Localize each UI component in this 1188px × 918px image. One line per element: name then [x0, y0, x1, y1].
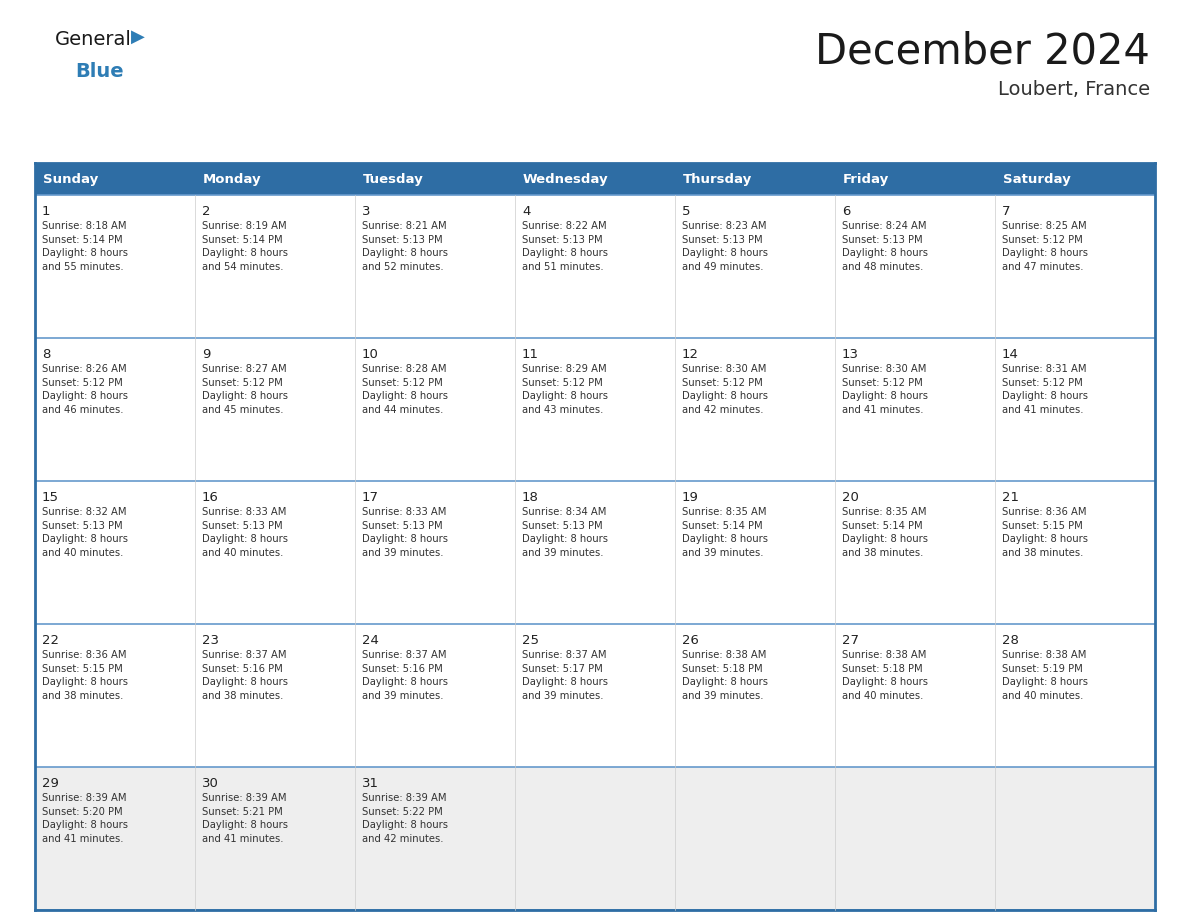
Text: Sunrise: 8:28 AM
Sunset: 5:12 PM
Daylight: 8 hours
and 44 minutes.: Sunrise: 8:28 AM Sunset: 5:12 PM Dayligh… [362, 364, 448, 415]
Text: 21: 21 [1001, 491, 1019, 504]
Text: Sunrise: 8:35 AM
Sunset: 5:14 PM
Daylight: 8 hours
and 38 minutes.: Sunrise: 8:35 AM Sunset: 5:14 PM Dayligh… [842, 507, 928, 558]
Text: Blue: Blue [75, 62, 124, 81]
Bar [34, 338, 1155, 481]
Text: 12: 12 [682, 348, 699, 361]
Text: Friday: Friday [843, 173, 890, 185]
Text: 19: 19 [682, 491, 699, 504]
Text: General: General [55, 30, 132, 49]
Bar [34, 195, 1155, 338]
Text: Sunrise: 8:26 AM
Sunset: 5:12 PM
Daylight: 8 hours
and 46 minutes.: Sunrise: 8:26 AM Sunset: 5:12 PM Dayligh… [42, 364, 128, 415]
Text: Sunrise: 8:37 AM
Sunset: 5:16 PM
Daylight: 8 hours
and 39 minutes.: Sunrise: 8:37 AM Sunset: 5:16 PM Dayligh… [362, 650, 448, 700]
Text: 10: 10 [362, 348, 379, 361]
Bar [34, 481, 1155, 624]
Text: Sunrise: 8:37 AM
Sunset: 5:16 PM
Daylight: 8 hours
and 38 minutes.: Sunrise: 8:37 AM Sunset: 5:16 PM Dayligh… [202, 650, 287, 700]
Text: 4: 4 [522, 205, 530, 218]
Text: Saturday: Saturday [1003, 173, 1070, 185]
Text: 30: 30 [202, 777, 219, 790]
Text: Monday: Monday [203, 173, 261, 185]
Text: 13: 13 [842, 348, 859, 361]
Text: Sunrise: 8:19 AM
Sunset: 5:14 PM
Daylight: 8 hours
and 54 minutes.: Sunrise: 8:19 AM Sunset: 5:14 PM Dayligh… [202, 221, 287, 272]
Text: Sunrise: 8:27 AM
Sunset: 5:12 PM
Daylight: 8 hours
and 45 minutes.: Sunrise: 8:27 AM Sunset: 5:12 PM Dayligh… [202, 364, 287, 415]
Text: ▶: ▶ [131, 28, 145, 46]
Text: Thursday: Thursday [683, 173, 752, 185]
Text: Sunrise: 8:25 AM
Sunset: 5:12 PM
Daylight: 8 hours
and 47 minutes.: Sunrise: 8:25 AM Sunset: 5:12 PM Dayligh… [1001, 221, 1088, 272]
Bar [195, 163, 355, 195]
Text: Sunrise: 8:23 AM
Sunset: 5:13 PM
Daylight: 8 hours
and 49 minutes.: Sunrise: 8:23 AM Sunset: 5:13 PM Dayligh… [682, 221, 767, 272]
Text: 11: 11 [522, 348, 539, 361]
Text: 24: 24 [362, 634, 379, 647]
Text: 2: 2 [202, 205, 210, 218]
Text: 26: 26 [682, 634, 699, 647]
Bar [675, 163, 835, 195]
Text: 31: 31 [362, 777, 379, 790]
Text: Sunrise: 8:22 AM
Sunset: 5:13 PM
Daylight: 8 hours
and 51 minutes.: Sunrise: 8:22 AM Sunset: 5:13 PM Dayligh… [522, 221, 608, 272]
Text: Sunrise: 8:38 AM
Sunset: 5:18 PM
Daylight: 8 hours
and 39 minutes.: Sunrise: 8:38 AM Sunset: 5:18 PM Dayligh… [682, 650, 767, 700]
Text: Sunrise: 8:37 AM
Sunset: 5:17 PM
Daylight: 8 hours
and 39 minutes.: Sunrise: 8:37 AM Sunset: 5:17 PM Dayligh… [522, 650, 608, 700]
Text: 29: 29 [42, 777, 59, 790]
Text: 1: 1 [42, 205, 51, 218]
Text: Sunrise: 8:32 AM
Sunset: 5:13 PM
Daylight: 8 hours
and 40 minutes.: Sunrise: 8:32 AM Sunset: 5:13 PM Dayligh… [42, 507, 128, 558]
Text: 23: 23 [202, 634, 219, 647]
Text: 27: 27 [842, 634, 859, 647]
Text: Sunrise: 8:33 AM
Sunset: 5:13 PM
Daylight: 8 hours
and 39 minutes.: Sunrise: 8:33 AM Sunset: 5:13 PM Dayligh… [362, 507, 448, 558]
Text: Sunrise: 8:30 AM
Sunset: 5:12 PM
Daylight: 8 hours
and 42 minutes.: Sunrise: 8:30 AM Sunset: 5:12 PM Dayligh… [682, 364, 767, 415]
Bar [355, 163, 516, 195]
Text: Sunrise: 8:33 AM
Sunset: 5:13 PM
Daylight: 8 hours
and 40 minutes.: Sunrise: 8:33 AM Sunset: 5:13 PM Dayligh… [202, 507, 287, 558]
Text: 25: 25 [522, 634, 539, 647]
Text: 9: 9 [202, 348, 210, 361]
Text: Sunrise: 8:38 AM
Sunset: 5:18 PM
Daylight: 8 hours
and 40 minutes.: Sunrise: 8:38 AM Sunset: 5:18 PM Dayligh… [842, 650, 928, 700]
Text: Sunrise: 8:21 AM
Sunset: 5:13 PM
Daylight: 8 hours
and 52 minutes.: Sunrise: 8:21 AM Sunset: 5:13 PM Dayligh… [362, 221, 448, 272]
Text: 7: 7 [1001, 205, 1011, 218]
Text: 6: 6 [842, 205, 851, 218]
Text: 5: 5 [682, 205, 690, 218]
Bar [34, 163, 195, 195]
Text: 14: 14 [1001, 348, 1019, 361]
Text: Sunday: Sunday [43, 173, 99, 185]
Text: 16: 16 [202, 491, 219, 504]
Text: 28: 28 [1001, 634, 1019, 647]
Text: 18: 18 [522, 491, 539, 504]
Text: December 2024: December 2024 [815, 30, 1150, 72]
Text: 3: 3 [362, 205, 371, 218]
Text: Loubert, France: Loubert, France [998, 80, 1150, 99]
Text: Sunrise: 8:39 AM
Sunset: 5:20 PM
Daylight: 8 hours
and 41 minutes.: Sunrise: 8:39 AM Sunset: 5:20 PM Dayligh… [42, 793, 128, 844]
Bar [34, 624, 1155, 767]
Text: Sunrise: 8:34 AM
Sunset: 5:13 PM
Daylight: 8 hours
and 39 minutes.: Sunrise: 8:34 AM Sunset: 5:13 PM Dayligh… [522, 507, 608, 558]
Text: Sunrise: 8:18 AM
Sunset: 5:14 PM
Daylight: 8 hours
and 55 minutes.: Sunrise: 8:18 AM Sunset: 5:14 PM Dayligh… [42, 221, 128, 272]
Bar [516, 163, 675, 195]
Text: 17: 17 [362, 491, 379, 504]
Text: 20: 20 [842, 491, 859, 504]
Text: Sunrise: 8:39 AM
Sunset: 5:22 PM
Daylight: 8 hours
and 42 minutes.: Sunrise: 8:39 AM Sunset: 5:22 PM Dayligh… [362, 793, 448, 844]
Text: 22: 22 [42, 634, 59, 647]
Text: Sunrise: 8:24 AM
Sunset: 5:13 PM
Daylight: 8 hours
and 48 minutes.: Sunrise: 8:24 AM Sunset: 5:13 PM Dayligh… [842, 221, 928, 272]
Text: Sunrise: 8:36 AM
Sunset: 5:15 PM
Daylight: 8 hours
and 38 minutes.: Sunrise: 8:36 AM Sunset: 5:15 PM Dayligh… [42, 650, 128, 700]
Text: Tuesday: Tuesday [364, 173, 424, 185]
Text: 8: 8 [42, 348, 50, 361]
Text: Sunrise: 8:35 AM
Sunset: 5:14 PM
Daylight: 8 hours
and 39 minutes.: Sunrise: 8:35 AM Sunset: 5:14 PM Dayligh… [682, 507, 767, 558]
Bar [835, 163, 996, 195]
Text: 15: 15 [42, 491, 59, 504]
Text: Sunrise: 8:29 AM
Sunset: 5:12 PM
Daylight: 8 hours
and 43 minutes.: Sunrise: 8:29 AM Sunset: 5:12 PM Dayligh… [522, 364, 608, 415]
Text: Sunrise: 8:36 AM
Sunset: 5:15 PM
Daylight: 8 hours
and 38 minutes.: Sunrise: 8:36 AM Sunset: 5:15 PM Dayligh… [1001, 507, 1088, 558]
Bar [996, 163, 1155, 195]
Text: Sunrise: 8:31 AM
Sunset: 5:12 PM
Daylight: 8 hours
and 41 minutes.: Sunrise: 8:31 AM Sunset: 5:12 PM Dayligh… [1001, 364, 1088, 415]
Text: Sunrise: 8:30 AM
Sunset: 5:12 PM
Daylight: 8 hours
and 41 minutes.: Sunrise: 8:30 AM Sunset: 5:12 PM Dayligh… [842, 364, 928, 415]
Bar [34, 767, 1155, 910]
Text: Sunrise: 8:38 AM
Sunset: 5:19 PM
Daylight: 8 hours
and 40 minutes.: Sunrise: 8:38 AM Sunset: 5:19 PM Dayligh… [1001, 650, 1088, 700]
Text: Wednesday: Wednesday [523, 173, 608, 185]
Text: Sunrise: 8:39 AM
Sunset: 5:21 PM
Daylight: 8 hours
and 41 minutes.: Sunrise: 8:39 AM Sunset: 5:21 PM Dayligh… [202, 793, 287, 844]
